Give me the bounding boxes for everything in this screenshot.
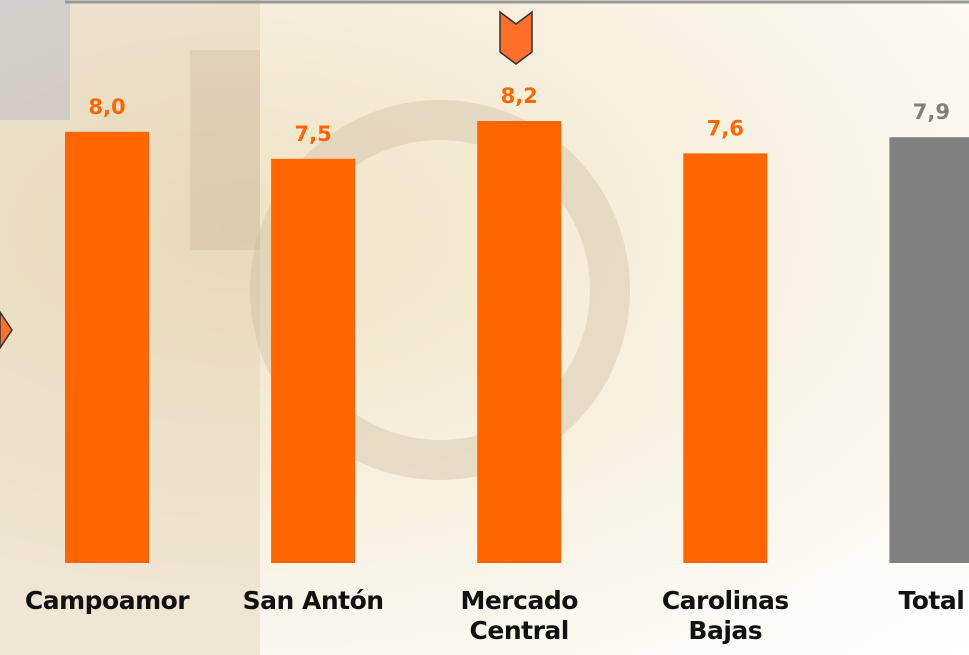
value-label: 8,2	[501, 84, 538, 108]
bar	[477, 121, 562, 564]
value-label: 7,6	[707, 116, 744, 140]
category-label: Mercado Central	[460, 586, 578, 645]
value-label: 7,9	[913, 100, 950, 124]
category-label: Campoamor	[24, 586, 190, 615]
bar	[683, 153, 768, 564]
category-label: Carolinas Bajas	[661, 586, 789, 645]
value-label: 7,5	[294, 122, 331, 146]
value-label: 8,0	[88, 95, 125, 119]
bar	[889, 137, 969, 563]
bar	[65, 131, 149, 564]
category-label: Total	[898, 586, 965, 615]
category-label: San Antón	[242, 586, 384, 615]
bar	[271, 158, 356, 563]
